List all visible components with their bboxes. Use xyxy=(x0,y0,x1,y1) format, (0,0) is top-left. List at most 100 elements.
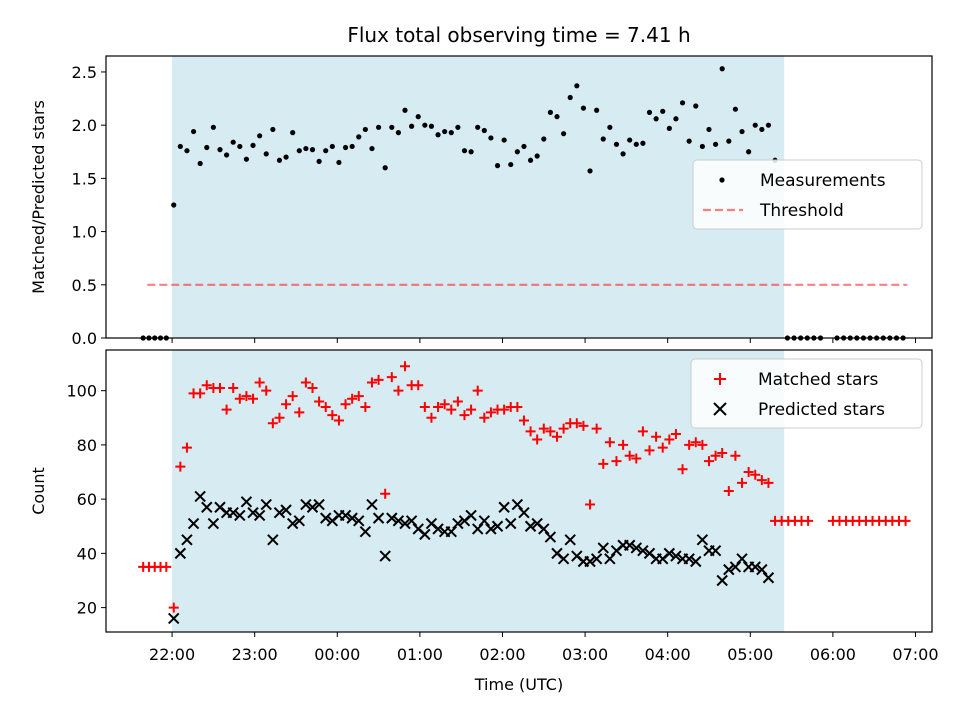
predicted-star-point xyxy=(452,517,464,530)
matched-star-point xyxy=(274,412,285,423)
y-tick-label: 0.0 xyxy=(72,329,97,348)
measurement-point xyxy=(171,202,177,208)
matched-star-point xyxy=(624,450,635,461)
measurement-point xyxy=(283,154,289,160)
predicted-star-point xyxy=(465,509,477,522)
predicted-star-point xyxy=(471,523,484,535)
legend-matched-marker xyxy=(714,373,726,385)
predicted-star-point xyxy=(306,501,319,513)
measurement-point xyxy=(653,116,659,122)
matched-star-point xyxy=(228,382,239,393)
predicted-star-point xyxy=(181,534,193,546)
predicted-star-point xyxy=(313,498,325,511)
matched-star-point xyxy=(670,429,681,440)
measurement-point xyxy=(726,138,732,144)
x-tick-label: 02:00 xyxy=(479,645,525,664)
measurement-point xyxy=(190,128,197,135)
measurement-point xyxy=(481,127,487,134)
matched-star-point xyxy=(545,426,556,437)
matched-star-point xyxy=(717,448,728,459)
predicted-star-point xyxy=(670,550,682,562)
matched-star-point xyxy=(578,420,589,431)
matched-star-point xyxy=(485,407,496,418)
series-predicted-stars xyxy=(168,490,775,625)
matched-star-point xyxy=(703,456,714,467)
x-tick-label: 06:00 xyxy=(810,645,856,664)
measurement-point xyxy=(177,143,183,150)
matched-star-point xyxy=(538,423,549,434)
measurement-point xyxy=(594,107,600,113)
matched-star-point xyxy=(756,475,767,486)
predicted-star-point xyxy=(604,553,616,565)
predicted-star-point xyxy=(749,561,761,573)
matched-star-point xyxy=(644,445,655,456)
x-tick-label: 00:00 xyxy=(314,645,360,664)
legend: Measurements Threshold xyxy=(692,159,923,230)
y-tick-label: 40 xyxy=(77,544,97,563)
matched-star-point xyxy=(347,393,358,404)
measurement-point xyxy=(666,125,672,131)
matched-star-point xyxy=(221,404,232,415)
measurement-point xyxy=(389,124,395,130)
predicted-star-point xyxy=(716,574,728,587)
matched-star-point xyxy=(195,388,206,399)
measurement-point xyxy=(759,126,765,133)
matched-star-point xyxy=(499,404,510,415)
matched-star-point xyxy=(763,477,774,488)
matched-star-point xyxy=(900,515,911,526)
y-tick-label: 100 xyxy=(66,382,97,401)
predicted-star-point xyxy=(498,501,510,513)
measurement-point xyxy=(693,103,699,109)
measurement-point xyxy=(468,149,474,155)
measurement-point xyxy=(521,143,527,150)
legend-box xyxy=(692,159,923,230)
measurement-point xyxy=(640,140,646,146)
matched-star-point xyxy=(558,423,569,434)
measurement-point xyxy=(752,122,758,128)
matched-star-point xyxy=(730,450,741,461)
measurement-point xyxy=(415,114,421,120)
predicted-star-point xyxy=(194,490,206,503)
bottom-panel-counts: 20 40 60 80 100 22:00 23:00 00:00 01:00 02:00 03:0… xyxy=(29,349,939,694)
y-tick-label: 2.0 xyxy=(72,116,97,135)
matched-star-point xyxy=(201,380,212,391)
predicted-star-point xyxy=(273,506,286,519)
measurement-point xyxy=(547,109,553,115)
measurement-point xyxy=(587,168,593,174)
predicted-star-point xyxy=(168,612,180,625)
predicted-star-point xyxy=(584,555,596,568)
predicted-star-point xyxy=(293,515,305,527)
predicted-star-point xyxy=(339,509,352,522)
measurement-point xyxy=(435,132,441,138)
matched-star-point xyxy=(373,374,384,385)
predicted-star-point xyxy=(723,563,735,576)
predicted-star-point xyxy=(505,517,517,530)
measurement-point xyxy=(732,106,739,112)
matched-star-point xyxy=(314,396,325,407)
matched-star-point xyxy=(651,431,662,442)
measurement-point xyxy=(204,144,210,151)
predicted-star-point xyxy=(432,523,444,535)
legend-threshold-label: Threshold xyxy=(759,201,844,221)
predicted-star-point xyxy=(762,572,775,584)
measurement-point xyxy=(706,126,712,133)
measurement-point xyxy=(699,143,705,150)
predicted-star-point xyxy=(379,550,391,562)
matched-star-point xyxy=(287,391,298,402)
measurement-point xyxy=(620,151,626,157)
matched-star-point xyxy=(684,439,695,450)
measurement-point xyxy=(316,158,322,164)
measurement-point xyxy=(494,163,501,169)
y-axis-label: Matched/Predicted stars xyxy=(29,100,48,294)
matched-star-point xyxy=(710,450,721,461)
observing-interval-shade xyxy=(172,350,785,632)
matched-star-point xyxy=(360,401,371,412)
measurement-point xyxy=(257,133,263,139)
legend-predicted-marker xyxy=(713,402,727,416)
axes-frame xyxy=(105,349,933,633)
measurement-point xyxy=(270,126,276,133)
matched-star-point xyxy=(446,404,457,415)
predicted-star-point xyxy=(623,539,636,551)
top-panel-ratio: 0.0 0.5 1.0 1.5 2.0 2.5 Matched/Predicted star… xyxy=(29,55,933,348)
